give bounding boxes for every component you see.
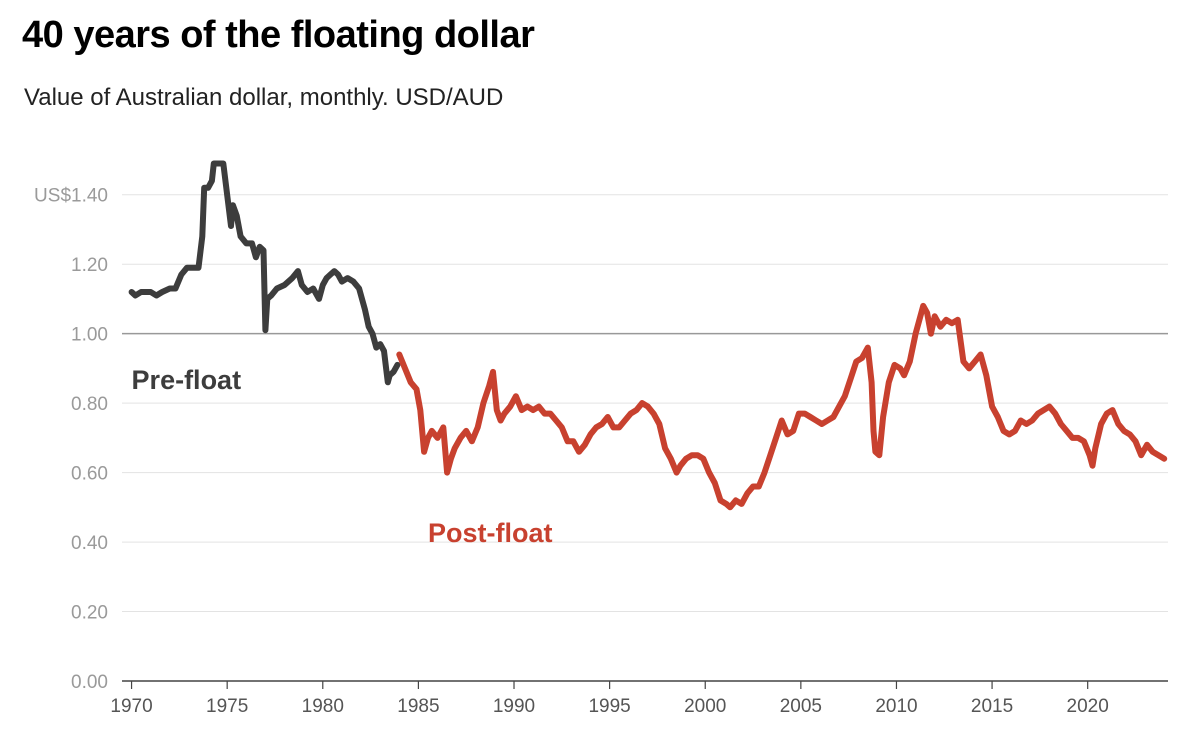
y-tick-label: 0.60 <box>71 464 108 485</box>
x-tick-label: 2000 <box>684 696 726 717</box>
x-tick-label: 1990 <box>493 696 535 717</box>
x-tick-label: 1975 <box>206 696 248 717</box>
x-tick-label: 1985 <box>397 696 439 717</box>
annotations: Pre-float Post-float <box>132 365 553 548</box>
x-tick-label: 1995 <box>588 696 630 717</box>
series-line-pre-float <box>128 160 401 386</box>
y-tick-label: 0.80 <box>71 394 108 415</box>
y-tick-label: 0.20 <box>71 603 108 624</box>
annotation-pre-float: Pre-float <box>132 365 242 395</box>
x-tick-label: 2005 <box>780 696 822 717</box>
x-tick-label: 1970 <box>110 696 152 717</box>
y-tick-label: 0.40 <box>71 533 108 554</box>
series-line-post-float <box>396 302 1168 511</box>
chart-title: 40 years of the floating dollar <box>22 14 535 56</box>
y-tick-label: US$1.40 <box>34 186 108 207</box>
y-tick-label: 1.20 <box>71 255 108 276</box>
x-tick-label: 2015 <box>971 696 1013 717</box>
x-tick-label: 1980 <box>302 696 344 717</box>
annotation-post-float: Post-float <box>428 518 553 548</box>
axes: 0.00 0.20 0.40 0.60 0.80 1.00 1.20 US$1.40 1970 1… <box>34 186 1168 717</box>
y-tick-label: 0.00 <box>71 672 108 693</box>
chart-subtitle: Value of Australian dollar, monthly. USD… <box>24 84 504 111</box>
series-lines <box>128 160 1168 511</box>
y-tick-label: 1.00 <box>71 325 108 346</box>
x-tick-label: 2010 <box>875 696 917 717</box>
x-tick-label: 2020 <box>1067 696 1109 717</box>
